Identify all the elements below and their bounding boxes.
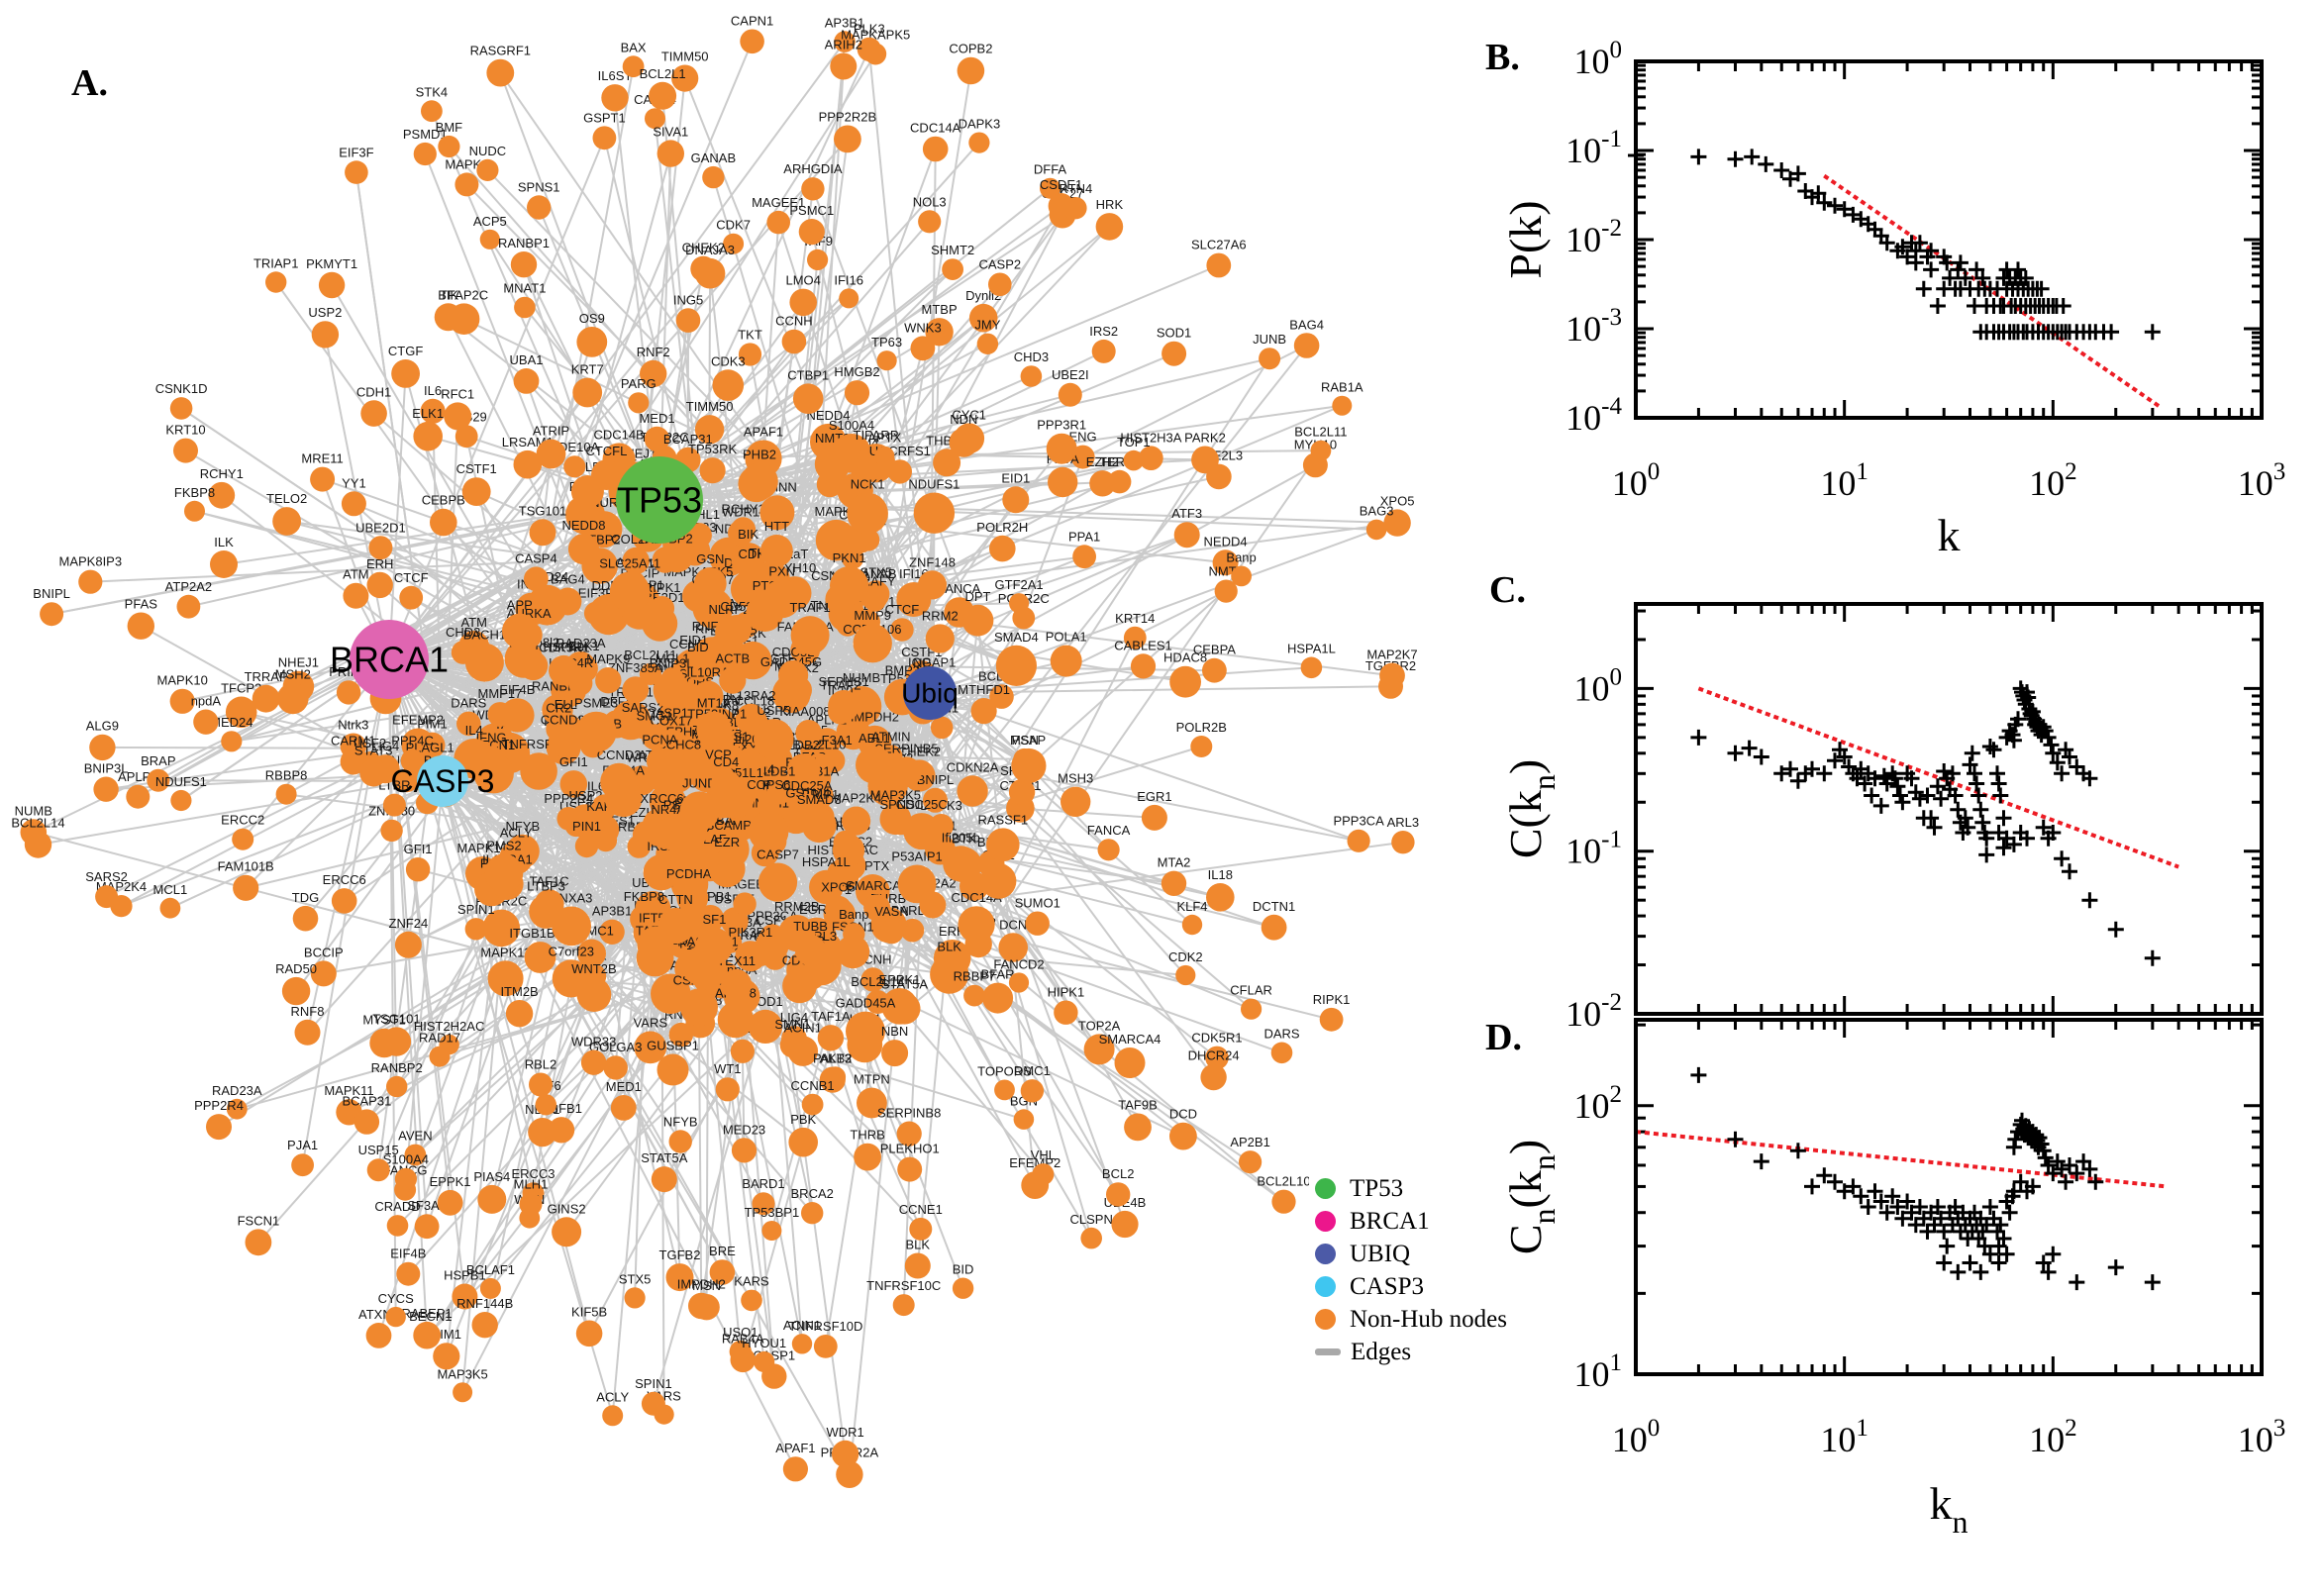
- x-axis-label: kn: [1930, 1478, 1969, 1540]
- tick-label: 103: [2238, 1415, 2286, 1459]
- chart-frame: [1634, 1018, 2264, 1376]
- x-axis-label: k: [1938, 510, 1961, 560]
- tick-label: 100: [1612, 458, 1661, 503]
- chart-d: 102 101 100 101 102 103 kn Cn(kn): [1500, 1018, 2286, 1540]
- tick-label: 101: [1574, 1349, 1623, 1394]
- axis-ticks: [1634, 59, 2264, 420]
- tick-label: 100: [1574, 37, 1623, 81]
- y-axis-label: P(k): [1500, 200, 1551, 278]
- tick-label: 103: [2238, 458, 2286, 503]
- chart-c: 100 10-1 10-2 C(kn): [1500, 602, 2264, 1034]
- network-graph: PRIM1NHEJ1CSTF1KLF4TFAP2CHIST2H3AMED1MSH…: [11, 14, 1419, 1489]
- y-axis-label: Cn(kn): [1500, 1140, 1562, 1254]
- data-points: [1690, 680, 2161, 966]
- tick-label: 100: [1612, 1415, 1661, 1459]
- chart-frame: [1634, 602, 2264, 1016]
- tick-label: 102: [1574, 1081, 1623, 1126]
- tick-label: 10-2: [1566, 215, 1622, 259]
- tick-label: 101: [1820, 1415, 1868, 1459]
- tick-label: 10-4: [1566, 393, 1622, 438]
- chart-b: 100 10-1 10-2 10-3 10-4 100 101 102 103 k P(k): [1500, 37, 2285, 560]
- tick-label: 102: [2029, 458, 2077, 503]
- tick-label: 10-2: [1566, 989, 1622, 1034]
- tick-label: 100: [1574, 663, 1623, 708]
- tick-label: 10-3: [1566, 304, 1622, 349]
- tick-label: 10-1: [1566, 827, 1622, 871]
- tick-label: 101: [1820, 458, 1868, 503]
- fit-line: [1635, 1130, 2168, 1189]
- axis-ticks: [1634, 1020, 2264, 1376]
- chart-frame: [1634, 59, 2264, 420]
- fit-line: [1697, 686, 2179, 869]
- fit-line: [1823, 173, 2163, 410]
- data-points: [1628, 148, 2161, 341]
- axis-ticks: [1634, 604, 2264, 1016]
- tick-label: 102: [2029, 1415, 2077, 1459]
- y-axis-label: C(kn): [1500, 759, 1562, 858]
- tick-label: 10-1: [1566, 126, 1622, 170]
